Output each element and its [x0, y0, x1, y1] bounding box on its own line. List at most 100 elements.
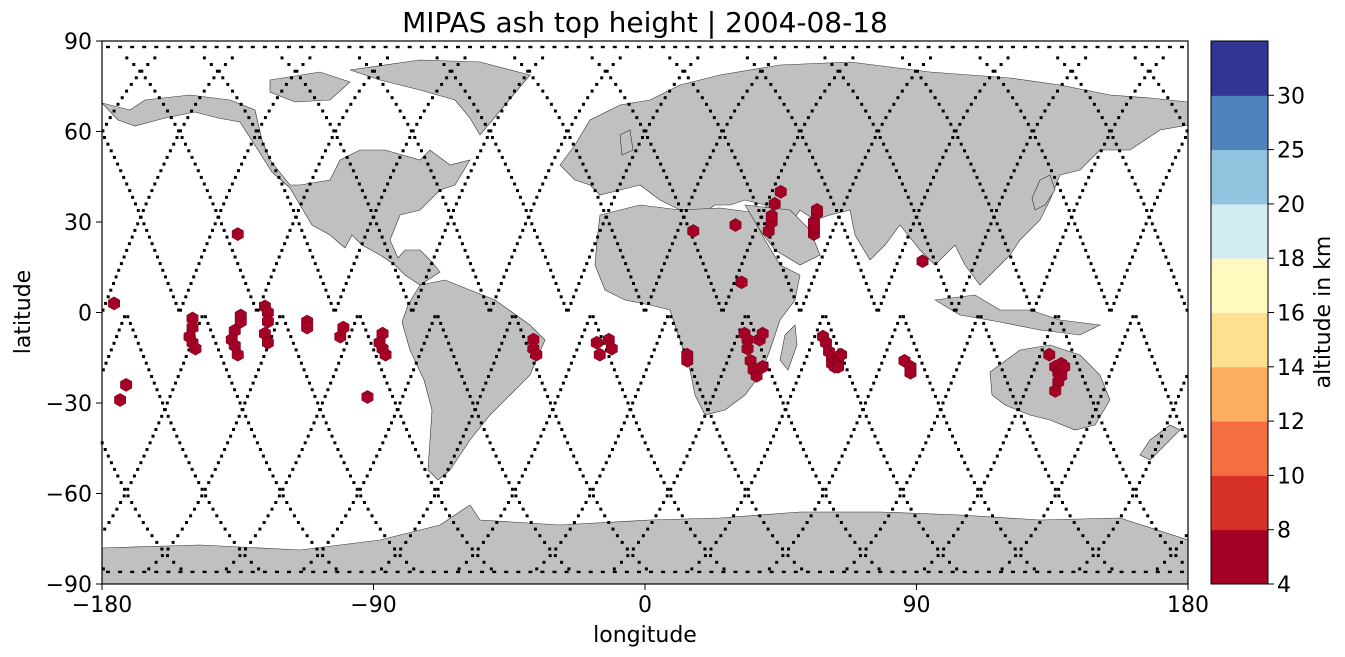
track-point: [116, 162, 120, 166]
track-point: [666, 315, 669, 319]
track-point: [1000, 195, 1004, 199]
track-point: [294, 215, 298, 219]
track-point: [1130, 175, 1134, 179]
track-point: [665, 255, 669, 259]
track-point: [249, 295, 253, 299]
track-point: [136, 222, 140, 226]
track-point: [949, 381, 953, 385]
track-point: [820, 255, 824, 259]
track-point: [1006, 56, 1010, 60]
track-point: [783, 408, 787, 412]
track-point: [860, 162, 864, 166]
track-point: [885, 149, 889, 153]
track-point: [722, 308, 725, 312]
track-point: [854, 255, 858, 259]
track-point: [336, 301, 340, 305]
track-point: [652, 149, 656, 153]
track-point: [228, 534, 232, 538]
track-point: [737, 102, 741, 106]
track-point: [306, 434, 310, 438]
track-point: [155, 540, 159, 544]
track-point: [371, 69, 374, 73]
track-point: [238, 268, 242, 272]
track-point: [281, 494, 285, 498]
track-point: [238, 554, 242, 558]
track-point: [789, 394, 793, 398]
track-point: [1179, 388, 1183, 392]
track-point: [1137, 321, 1141, 325]
track-point: [237, 169, 240, 173]
track-point: [624, 45, 629, 49]
track-point: [859, 268, 863, 272]
track-point: [168, 149, 172, 153]
track-point: [618, 89, 622, 93]
track-point: [1133, 182, 1137, 186]
track-point: [736, 162, 740, 166]
track-point: [727, 142, 730, 146]
track-point: [873, 136, 877, 139]
track-point: [983, 235, 987, 239]
track-point: [302, 195, 306, 199]
track-point: [458, 235, 462, 239]
track-point: [1117, 288, 1121, 292]
track-point: [500, 341, 504, 345]
track-point: [798, 441, 802, 445]
track-point: [725, 122, 729, 126]
track-point: [355, 487, 359, 491]
track-point: [1057, 315, 1061, 319]
track-point: [616, 434, 620, 438]
track-point: [687, 202, 691, 206]
track-point: [129, 82, 133, 86]
ash-detection-marker: [768, 197, 781, 211]
track-point: [682, 461, 686, 465]
track-point: [466, 255, 470, 259]
track-point: [902, 570, 907, 574]
track-point: [656, 467, 660, 471]
track-point: [345, 341, 349, 345]
track-point: [416, 142, 420, 146]
track-point: [455, 361, 458, 365]
track-point: [804, 295, 808, 299]
track-point: [1106, 434, 1110, 438]
track-point: [715, 142, 719, 146]
track-point: [417, 355, 421, 358]
track-point: [359, 315, 362, 319]
track-point: [933, 421, 936, 425]
track-point: [901, 487, 905, 491]
track-point: [406, 122, 410, 126]
track-point: [482, 428, 486, 431]
track-point: [773, 56, 777, 60]
track-point: [114, 275, 118, 279]
track-point: [189, 514, 193, 518]
track-point: [331, 375, 335, 378]
track-point: [832, 202, 836, 206]
y-axis-label: latitude: [11, 270, 36, 354]
track-point: [1133, 56, 1137, 60]
y-tick-label: −90: [46, 573, 92, 598]
track-point: [923, 368, 927, 372]
track-point: [618, 182, 622, 186]
track-point: [679, 222, 683, 226]
track-point: [339, 454, 343, 458]
track-point: [590, 56, 594, 60]
track-point: [745, 89, 749, 93]
track-point: [1142, 202, 1146, 206]
track-point: [467, 421, 471, 425]
track-point: [388, 388, 392, 392]
track-point: [768, 368, 771, 372]
track-point: [138, 69, 142, 73]
track-point: [417, 454, 421, 458]
track-point: [507, 262, 511, 266]
track-point: [786, 554, 790, 558]
track-point: [572, 521, 576, 524]
track-point: [426, 102, 430, 106]
track-point: [184, 295, 188, 299]
track-point: [345, 467, 349, 471]
track-point: [574, 288, 578, 292]
ash-detection-marker: [593, 347, 606, 362]
track-point: [941, 554, 945, 558]
track-point: [709, 109, 712, 113]
track-point: [539, 434, 543, 438]
track-point: [507, 481, 511, 485]
track-point: [137, 514, 141, 518]
